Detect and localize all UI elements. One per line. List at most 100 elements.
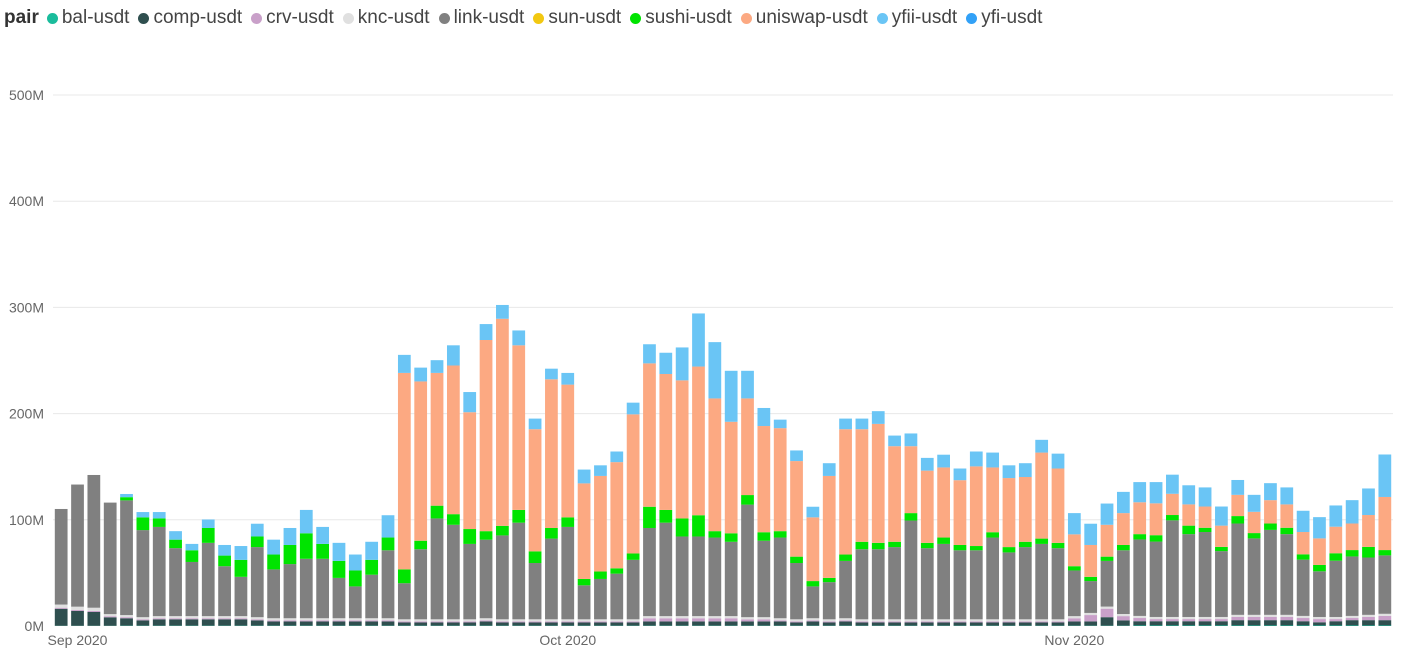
bar-stack[interactable]: [332, 542, 346, 626]
bar-stack[interactable]: [708, 342, 722, 626]
bar-stack[interactable]: [1002, 465, 1016, 626]
bar-stack[interactable]: [1116, 491, 1130, 626]
bar-stack[interactable]: [1362, 488, 1375, 626]
legend-item-yfii-usdt[interactable]: yfii-usdt: [876, 7, 957, 29]
bar-stack[interactable]: [1084, 523, 1098, 626]
bar-stack[interactable]: [1166, 474, 1179, 626]
bar-stack[interactable]: [741, 370, 754, 626]
legend-item-uniswap-usdt[interactable]: uniswap-usdt: [740, 7, 868, 29]
bar-segment-yfii-usdt: [152, 512, 166, 519]
bar-segment-sushi-usdt: [1198, 527, 1212, 533]
bar-stack[interactable]: [953, 468, 967, 626]
bar-stack[interactable]: [152, 512, 166, 626]
bar-segment-comp-usdt: [871, 622, 885, 626]
legend-item-sun-usdt[interactable]: sun-usdt: [533, 7, 621, 29]
bar-stack[interactable]: [675, 347, 689, 626]
bar-stack[interactable]: [1264, 483, 1277, 626]
bar-stack[interactable]: [414, 367, 428, 626]
bar-stack[interactable]: [348, 554, 362, 626]
bar-stack[interactable]: [1133, 482, 1147, 626]
legend-item-link-usdt[interactable]: link-usdt: [438, 7, 524, 29]
bar-stack[interactable]: [267, 539, 280, 626]
bar-stack[interactable]: [1149, 482, 1163, 626]
bar-stack[interactable]: [969, 451, 983, 626]
bar-stack[interactable]: [1231, 479, 1245, 626]
bar-stack[interactable]: [871, 411, 885, 626]
bar-stack[interactable]: [724, 370, 738, 626]
bar-stack[interactable]: [299, 509, 313, 626]
bar-stack[interactable]: [218, 544, 231, 626]
bar-stack[interactable]: [1296, 510, 1310, 626]
bar-stack[interactable]: [250, 523, 264, 626]
bar-stack[interactable]: [1100, 503, 1114, 626]
bar-stack[interactable]: [283, 527, 297, 626]
bar-stack[interactable]: [626, 402, 640, 626]
bar-stack[interactable]: [185, 543, 199, 626]
bar-stack[interactable]: [1018, 463, 1032, 626]
bar-stack[interactable]: [1182, 485, 1196, 626]
bar-stack[interactable]: [1313, 517, 1326, 626]
bar-segment-link-usdt: [103, 502, 117, 615]
x-axis: Sep 2020 Oct 2020 Nov 2020: [48, 632, 1105, 648]
bar-stack[interactable]: [920, 457, 934, 626]
bar-stack[interactable]: [316, 526, 330, 626]
bar-stack[interactable]: [1247, 494, 1261, 626]
legend-item-yfi-usdt[interactable]: yfi-usdt: [966, 7, 1042, 29]
bar-segment-uniswap-usdt: [430, 372, 444, 506]
bar-stack[interactable]: [169, 531, 182, 626]
bar-stack[interactable]: [561, 372, 575, 626]
bar-stack[interactable]: [643, 344, 656, 626]
bar-stack[interactable]: [1215, 506, 1228, 626]
bar-stack[interactable]: [1345, 500, 1359, 626]
bar-stack[interactable]: [528, 418, 542, 626]
bar-stack[interactable]: [610, 451, 624, 626]
bar-stack[interactable]: [822, 463, 836, 626]
legend-item-sushi-usdt[interactable]: sushi-usdt: [630, 7, 732, 29]
bar-stack[interactable]: [1035, 439, 1049, 626]
bar-stack[interactable]: [1329, 505, 1343, 626]
bar-stack[interactable]: [54, 508, 68, 626]
legend-item-crv-usdt[interactable]: crv-usdt: [251, 7, 334, 29]
bar-stack[interactable]: [904, 433, 918, 626]
bar-stack[interactable]: [594, 465, 607, 626]
bar-stack[interactable]: [136, 512, 150, 626]
bar-stack[interactable]: [71, 484, 84, 626]
bar-stack[interactable]: [888, 435, 901, 626]
bar-segment-crv-usdt: [528, 621, 542, 623]
bar-stack[interactable]: [806, 506, 820, 626]
bar-stack[interactable]: [839, 418, 852, 626]
bar-stack[interactable]: [757, 407, 771, 626]
bar-stack[interactable]: [365, 541, 379, 626]
legend-item-knc-usdt[interactable]: knc-usdt: [342, 7, 430, 29]
bar-segment-comp-usdt: [365, 621, 379, 626]
bar-stack[interactable]: [87, 474, 101, 626]
bar-stack[interactable]: [937, 454, 950, 626]
bar-stack[interactable]: [381, 515, 395, 626]
bar-stack[interactable]: [496, 304, 509, 626]
bar-stack[interactable]: [234, 546, 248, 626]
bar-stack[interactable]: [545, 368, 558, 626]
bar-stack[interactable]: [479, 324, 493, 626]
legend-item-bal-usdt[interactable]: bal-usdt: [46, 7, 129, 29]
bar-stack[interactable]: [692, 313, 705, 626]
bar-stack[interactable]: [120, 493, 133, 626]
bar-stack[interactable]: [1378, 454, 1392, 626]
bar-stack[interactable]: [512, 330, 526, 626]
bar-stack[interactable]: [103, 502, 117, 626]
bar-stack[interactable]: [659, 352, 673, 626]
bar-stack[interactable]: [773, 419, 787, 626]
bar-stack[interactable]: [1051, 453, 1065, 626]
bar-stack[interactable]: [855, 418, 869, 626]
bar-stack[interactable]: [790, 450, 803, 626]
bar-stack[interactable]: [1067, 513, 1081, 626]
bar-stack[interactable]: [1198, 487, 1212, 626]
bar-stack[interactable]: [397, 354, 411, 626]
bar-stack[interactable]: [986, 452, 1000, 626]
bar-stack[interactable]: [463, 392, 477, 626]
bar-stack[interactable]: [1280, 487, 1294, 626]
bar-stack[interactable]: [577, 469, 591, 626]
bar-stack[interactable]: [446, 345, 460, 626]
legend-item-comp-usdt[interactable]: comp-usdt: [138, 7, 242, 29]
bar-stack[interactable]: [430, 360, 444, 626]
bar-stack[interactable]: [201, 519, 215, 626]
